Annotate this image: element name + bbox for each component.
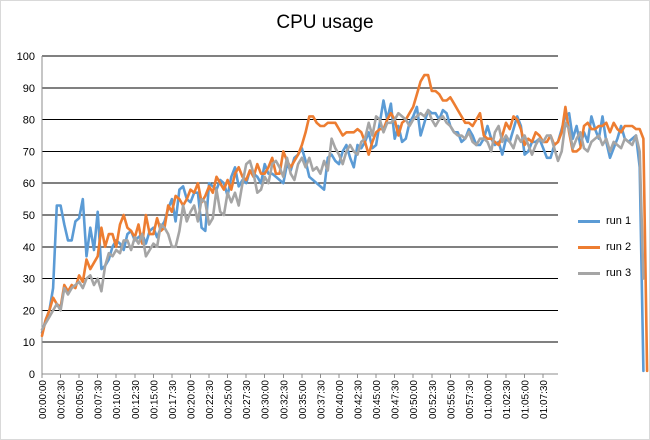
x-axis-ticks: 00:00:00 00:02:30 00:05:00 00:07:30 00:10:00… (38, 374, 550, 419)
x-tick-label: 00:10:00 (112, 380, 123, 419)
y-tick-label: 40 (23, 242, 35, 254)
y-tick-label: 10 (23, 337, 35, 349)
legend-label: run 1 (606, 215, 632, 227)
x-tick-label: 00:57:30 (465, 380, 476, 419)
legend-swatch (578, 245, 600, 249)
y-tick-label: 90 (23, 83, 35, 95)
x-tick-label: 00:00:00 (38, 380, 49, 419)
x-tick-label: 01:05:00 (521, 380, 532, 419)
x-tick-label: 00:50:00 (409, 380, 420, 419)
x-tick-label: 00:42:30 (354, 380, 365, 419)
x-tick-label: 00:20:00 (186, 380, 197, 419)
x-tick-label: 00:22:30 (205, 380, 216, 419)
legend-label: run 3 (606, 267, 632, 279)
y-tick-label: 50 (23, 210, 35, 222)
legend-item-run-2: run 2 (578, 234, 631, 260)
x-tick-label: 00:35:00 (298, 380, 309, 419)
x-tick-label: 00:30:00 (261, 380, 272, 419)
x-tick-label: 01:02:30 (502, 380, 513, 419)
x-tick-label: 00:17:30 (168, 380, 179, 419)
series-lines (40, 73, 649, 373)
x-tick-label: 00:55:00 (446, 380, 457, 419)
x-tick-label: 00:32:30 (279, 380, 290, 419)
y-tick-label: 100 (17, 51, 35, 63)
x-tick-label: 00:40:00 (335, 380, 346, 419)
y-axis-ticks: 0 10 20 30 40 50 60 70 80 90 100 (17, 51, 35, 381)
y-tick-label: 30 (23, 274, 35, 286)
legend-swatch (578, 219, 600, 223)
grid-lines (41, 55, 558, 375)
x-tick-label: 00:05:00 (75, 380, 86, 419)
y-tick-label: 60 (23, 178, 35, 190)
y-tick-label: 0 (29, 369, 35, 381)
x-tick-label: 00:47:30 (391, 380, 402, 419)
legend-label: run 2 (606, 241, 632, 253)
x-tick-label: 00:27:30 (242, 380, 253, 419)
legend-item-run-1: run 1 (578, 208, 631, 234)
x-tick-label: 00:02:30 (57, 380, 68, 419)
y-tick-label: 80 (23, 115, 35, 127)
series-line-run-3 (40, 108, 645, 331)
x-tick-label: 00:12:30 (131, 380, 142, 419)
chart-title: CPU usage (276, 12, 374, 33)
x-tick-label: 00:15:00 (149, 380, 160, 419)
x-tick-label: 00:52:30 (428, 380, 439, 419)
x-tick-label: 01:07:30 (539, 380, 550, 419)
x-tick-label: 00:37:30 (316, 380, 327, 419)
legend-item-run-3: run 3 (578, 260, 631, 286)
x-tick-label: 00:07:30 (94, 380, 105, 419)
x-tick-label: 01:00:00 (483, 380, 494, 419)
legend-swatch (578, 271, 600, 275)
legend: run 1 run 2 run 3 (578, 208, 631, 286)
x-tick-label: 00:45:00 (372, 380, 383, 419)
y-tick-label: 70 (23, 146, 35, 158)
x-tick-label: 00:25:00 (224, 380, 235, 419)
y-tick-label: 20 (23, 305, 35, 317)
